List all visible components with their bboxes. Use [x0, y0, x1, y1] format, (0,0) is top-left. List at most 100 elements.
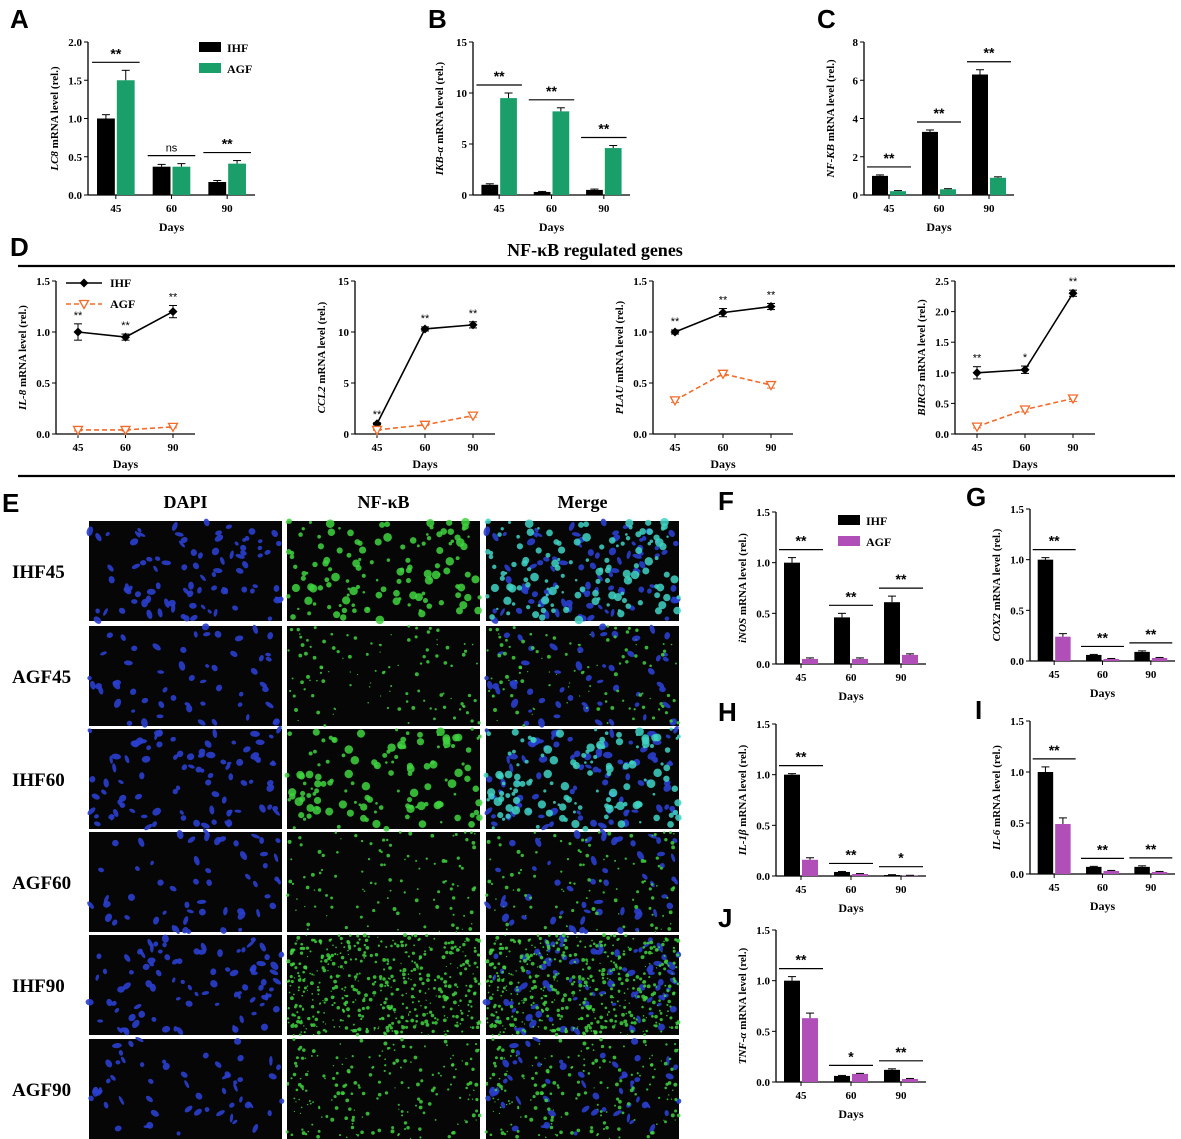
nfkb-signal	[571, 819, 580, 829]
nfkb-signal	[494, 1101, 496, 1103]
x-axis-label: Days	[159, 220, 185, 234]
nfkb-signal	[391, 1021, 395, 1025]
dapi-nucleus	[620, 906, 625, 916]
dapi-nucleus	[509, 763, 514, 773]
nfkb-signal	[450, 539, 455, 544]
nfkb-signal	[457, 1123, 459, 1125]
nfkb-signal	[600, 1044, 605, 1049]
nfkb-signal	[546, 1010, 548, 1012]
nfkb-signal	[624, 933, 628, 938]
nfkb-signal	[579, 586, 586, 593]
nfkb-signal	[424, 1019, 429, 1024]
nfkb-signal	[496, 974, 500, 978]
significance-label: **	[1069, 276, 1078, 288]
nfkb-signal	[413, 996, 416, 999]
nfkb-signal	[520, 1116, 522, 1118]
nfkb-signal	[459, 1022, 462, 1025]
nfkb-signal	[380, 940, 383, 943]
nfkb-signal	[298, 1004, 302, 1008]
nfkb-signal	[317, 988, 320, 992]
dapi-nucleus	[537, 1062, 542, 1068]
nfkb-signal	[489, 979, 493, 984]
nfkb-signal	[436, 733, 440, 737]
nfkb-signal	[339, 1018, 343, 1022]
nfkb-signal	[654, 931, 657, 933]
nfkb-signal	[646, 1088, 649, 1091]
nfkb-signal	[497, 812, 504, 819]
nfkb-signal	[465, 837, 469, 842]
nfkb-signal	[549, 781, 554, 786]
nfkb-signal	[452, 834, 455, 837]
dapi-nucleus	[157, 670, 165, 674]
nfkb-signal	[312, 791, 317, 796]
nfkb-signal	[404, 858, 406, 861]
nfkb-signal	[547, 934, 551, 937]
nfkb-signal	[654, 926, 658, 930]
nfkb-signal	[426, 660, 430, 664]
nfkb-signal	[636, 890, 640, 894]
nfkb-signal	[560, 781, 570, 791]
nfkb-signal	[402, 971, 404, 973]
dapi-nucleus	[138, 837, 145, 847]
nfkb-signal	[437, 890, 441, 894]
nfkb-signal	[625, 660, 629, 664]
nfkb-signal	[488, 793, 495, 800]
dapi-nucleus	[95, 608, 100, 614]
dapi-nucleus	[141, 718, 148, 728]
nfkb-signal	[577, 1017, 581, 1021]
nfkb-signal	[289, 554, 295, 560]
dapi-nucleus	[152, 807, 162, 816]
dapi-nucleus	[123, 1027, 130, 1036]
dapi-nucleus	[117, 1026, 123, 1033]
dapi-nucleus	[509, 839, 516, 847]
dapi-nucleus	[604, 609, 609, 614]
nfkb-signal	[577, 975, 582, 979]
nfkb-signal	[516, 585, 523, 591]
nfkb-signal	[633, 563, 640, 569]
dapi-nucleus	[211, 791, 220, 798]
nfkb-signal	[476, 966, 479, 969]
nfkb-signal	[465, 984, 468, 987]
dapi-nucleus	[118, 1050, 124, 1056]
nfkb-signal	[576, 1092, 581, 1097]
nfkb-signal	[648, 887, 652, 891]
nfkb-signal	[425, 1023, 430, 1027]
nfkb-signal	[501, 1048, 505, 1052]
nfkb-signal	[361, 1091, 366, 1096]
nfkb-signal	[649, 664, 652, 668]
dapi-nucleus	[137, 948, 143, 955]
nfkb-signal	[400, 1030, 404, 1034]
nfkb-signal	[286, 594, 291, 599]
bar-agf	[802, 859, 818, 876]
dapi-nucleus	[598, 623, 607, 631]
nfkb-signal	[530, 572, 539, 582]
nfkb-signal	[467, 896, 470, 899]
nfkb-signal	[348, 946, 352, 950]
nfkb-signal	[633, 1118, 636, 1121]
significance-label: **	[1097, 841, 1108, 857]
nfkb-signal	[372, 975, 377, 979]
nfkb-signal	[303, 875, 306, 879]
nfkb-signal	[471, 1067, 475, 1071]
nfkb-signal	[373, 1029, 376, 1031]
nfkb-signal	[605, 764, 614, 773]
nfkb-signal	[486, 1007, 489, 1010]
nfkb-signal	[392, 979, 396, 983]
nfkb-signal	[326, 953, 331, 958]
nfkb-signal	[309, 645, 312, 649]
nfkb-signal	[610, 1001, 613, 1004]
nfkb-signal	[355, 905, 359, 909]
nfkb-signal	[294, 966, 298, 970]
x-axis-label: Days	[838, 1107, 864, 1121]
nfkb-signal	[675, 953, 680, 957]
bar-agf	[852, 658, 868, 664]
micrograph-ihf45-2	[483, 517, 681, 625]
nfkb-signal	[312, 728, 320, 736]
dapi-nucleus	[176, 830, 184, 840]
dapi-nucleus	[279, 951, 284, 956]
nfkb-signal	[310, 1055, 313, 1057]
nfkb-signal	[351, 603, 356, 607]
nfkb-signal	[418, 1105, 423, 1110]
nfkb-signal	[351, 1055, 354, 1058]
nfkb-signal	[586, 1014, 589, 1018]
